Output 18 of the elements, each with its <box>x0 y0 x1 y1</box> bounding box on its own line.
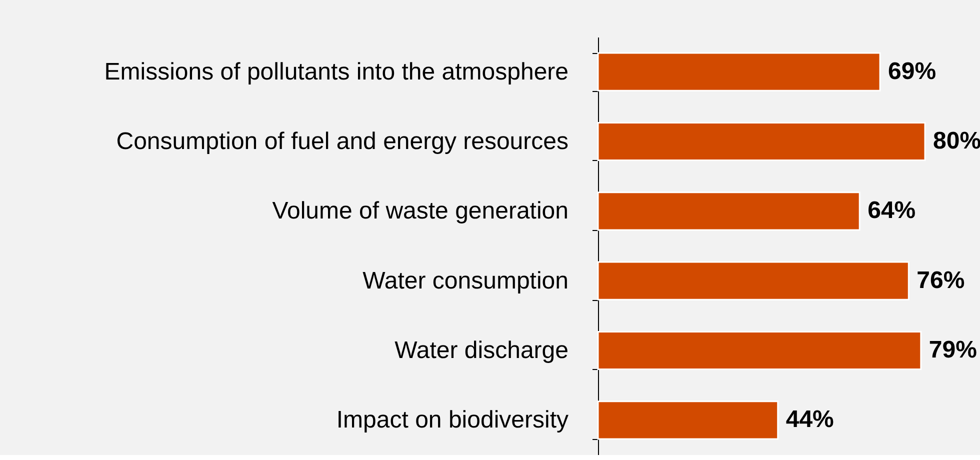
y-tick-label: Emissions of pollutants into the atmosphere <box>104 58 568 86</box>
y-tick-label: Volume of waste generation <box>272 198 568 225</box>
data-label: 64% <box>868 197 916 224</box>
bar <box>597 330 922 370</box>
bar <box>597 400 779 440</box>
data-label: 80% <box>933 128 980 154</box>
data-label: 76% <box>916 266 965 294</box>
bar <box>597 261 910 300</box>
bar <box>597 192 860 231</box>
bar <box>597 52 881 92</box>
data-label: 44% <box>786 406 834 434</box>
bar <box>597 122 926 162</box>
y-tick-label: Water discharge <box>394 337 568 364</box>
y-tick-label: Consumption of fuel and energy resources <box>116 128 568 155</box>
data-label: 69% <box>888 58 936 85</box>
y-tick-label: Impact on biodiversity <box>336 406 568 434</box>
data-label: 79% <box>928 336 977 364</box>
y-tick-label: Water consumption <box>362 267 568 294</box>
